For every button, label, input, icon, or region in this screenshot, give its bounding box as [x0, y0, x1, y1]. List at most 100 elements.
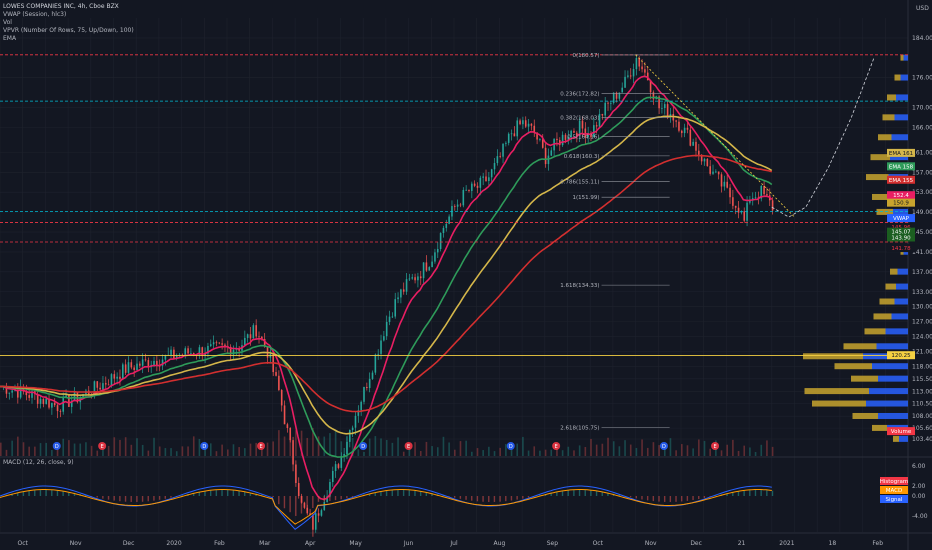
volume-bar — [459, 441, 462, 456]
candle-body — [377, 353, 379, 355]
price-axis-tick: 145.00 — [912, 229, 932, 236]
vpvr-down-bar — [843, 343, 877, 350]
fib-level-label: 1(151.99) — [573, 195, 600, 201]
macd-histogram-bar — [471, 496, 473, 501]
candle-body — [646, 72, 649, 81]
indicator-volume[interactable]: Vol — [3, 19, 12, 26]
macd-histogram-bar — [760, 490, 762, 496]
candle-body — [303, 502, 306, 508]
candle-body — [700, 154, 703, 162]
vpvr-down-bar — [870, 154, 890, 161]
volume-bar — [402, 451, 405, 456]
macd-histogram-bar — [192, 493, 195, 496]
candle-body — [519, 120, 521, 125]
candle-body — [615, 92, 618, 99]
macd-label: MACD — [886, 488, 903, 494]
volume-bar — [612, 441, 615, 456]
time-axis-tick: Feb — [872, 540, 883, 547]
macd-histogram-bar — [743, 490, 745, 496]
price-label-bg — [887, 162, 915, 171]
time-axis-tick: Nov — [645, 540, 657, 547]
volume-bar — [760, 444, 763, 456]
candle-body — [581, 120, 584, 129]
candle-body — [683, 127, 686, 134]
candle-body — [68, 395, 70, 407]
candle-body — [675, 120, 677, 122]
candle-body — [632, 69, 635, 77]
vpvr-down-bar — [852, 412, 878, 419]
time-axis-tick: Aug — [494, 540, 506, 547]
vpvr-down-bar — [834, 363, 872, 370]
vpvr-down-bar — [876, 208, 893, 215]
price-label-bg — [887, 198, 915, 207]
volume-bar — [561, 450, 564, 456]
volume-bar — [244, 448, 246, 456]
candle-body — [763, 185, 765, 195]
macd-histogram-bar — [397, 490, 399, 496]
indicator-ema[interactable]: EMA — [3, 35, 17, 42]
indicator-vwap[interactable]: VWAP (Session, hlc3) — [3, 11, 67, 18]
vpvr-down-bar — [851, 375, 878, 382]
candle-body — [96, 381, 99, 388]
candle-body — [510, 133, 513, 135]
candle-body — [678, 121, 680, 131]
macd-histogram-bar — [686, 496, 689, 501]
price-axis-tick: 130.00 — [912, 304, 932, 311]
volume-bar — [278, 430, 280, 456]
volume-bar — [505, 444, 507, 456]
candle-body — [584, 128, 587, 137]
fib-level-label: 0.236(172.82) — [560, 92, 599, 98]
volume-bar — [79, 443, 82, 456]
candle-body — [147, 360, 150, 367]
candle-body — [14, 390, 16, 392]
candle-body — [136, 363, 138, 371]
candle-body — [456, 204, 459, 207]
macd-histogram-bar — [68, 491, 70, 496]
macd-histogram-bar — [419, 491, 422, 496]
candle-body — [709, 166, 711, 174]
macd-label-bg — [880, 477, 908, 485]
price-label: 152.4 — [893, 193, 909, 199]
candle-body — [323, 502, 326, 511]
macd-histogram-bar — [766, 490, 768, 496]
macd-histogram-bar — [368, 493, 371, 496]
price-axis-tick: 157.00 — [912, 169, 932, 176]
event-marker-label: E — [101, 444, 104, 450]
candle-body — [436, 249, 439, 253]
macd-histogram-bar — [153, 496, 155, 501]
volume-bar — [488, 446, 490, 456]
macd-histogram-bar — [607, 492, 609, 496]
candle-body — [110, 374, 113, 386]
candle-body — [698, 150, 700, 155]
macd-histogram-bar — [465, 496, 467, 500]
price-axis-tick: 115.50 — [912, 376, 932, 383]
candle-body — [692, 141, 694, 146]
candle-body — [550, 150, 553, 156]
price-label-bg — [887, 148, 915, 157]
macd-histogram-bar — [709, 496, 711, 497]
candle-body — [402, 289, 405, 292]
event-marker-label: E — [259, 444, 262, 450]
event-marker-label: D — [662, 444, 666, 450]
volume-bar — [312, 428, 314, 456]
volume-bar — [0, 442, 2, 456]
volume-bar — [726, 444, 728, 456]
macd-histogram-bar — [601, 491, 603, 496]
candle-body — [11, 390, 13, 393]
event-marker — [552, 442, 561, 450]
macd-histogram-bar — [51, 490, 53, 496]
volume-bar — [238, 447, 240, 456]
price-label: 145.07 — [891, 230, 911, 236]
candle-body — [212, 342, 215, 345]
macd-legend[interactable]: MACD (12, 26, close, 9) — [3, 459, 74, 466]
volume-bar — [45, 442, 47, 456]
candle-body — [275, 372, 277, 376]
macd-histogram-bar — [147, 496, 149, 502]
indicator-vpvr[interactable]: VPVR (Number Of Rows, 75, Up/Down, 100) — [3, 27, 134, 34]
candle-body — [400, 289, 402, 298]
price-axis-tick: 170.00 — [912, 105, 932, 112]
vpvr-up-bar — [896, 94, 908, 101]
candle-body — [723, 181, 726, 187]
macd-histogram-bar — [272, 496, 274, 498]
